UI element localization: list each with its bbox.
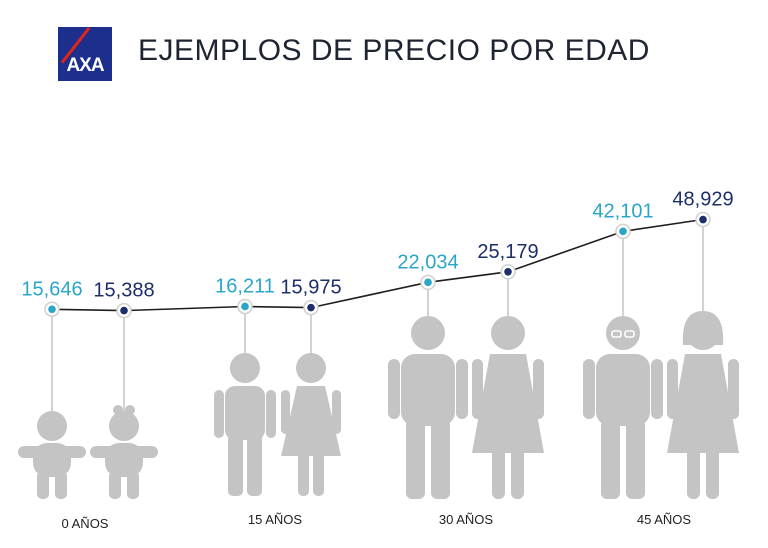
axa-logo: AXA [58,27,112,81]
data-point [504,268,512,276]
data-point [424,278,432,287]
value-label: 22,034 [397,251,458,273]
value-label: 42,101 [592,200,653,222]
value-label: 15,388 [93,280,154,302]
data-point [48,305,56,314]
value-label: 15,975 [280,277,341,299]
woman-figure [472,316,544,499]
girl-figure [281,353,341,496]
man-glasses-figure [583,316,663,499]
data-point [307,303,315,312]
man-figure [388,316,468,499]
value-label: 48,929 [672,189,733,211]
value-label: 16,211 [215,275,275,297]
data-point [120,306,128,315]
woman-bob-figure [667,311,739,499]
category-label: 15 AÑOS [248,512,303,527]
value-label: 25,179 [477,241,538,263]
data-point [241,302,249,311]
page-title: EJEMPLOS DE PRECIO POR EDAD [138,34,650,67]
price-line [51,218,704,312]
data-point [699,215,707,224]
boy-figure [214,353,276,496]
category-label: 45 AÑOS [637,512,692,527]
logo-text: AXA [66,55,104,76]
data-point [619,227,627,236]
category-label: 30 AÑOS [439,512,494,527]
category-label: 0 AÑOS [62,516,109,531]
baby-figure [18,411,86,499]
baby-bow-figure [90,405,158,499]
value-label: 15,646 [21,278,82,300]
